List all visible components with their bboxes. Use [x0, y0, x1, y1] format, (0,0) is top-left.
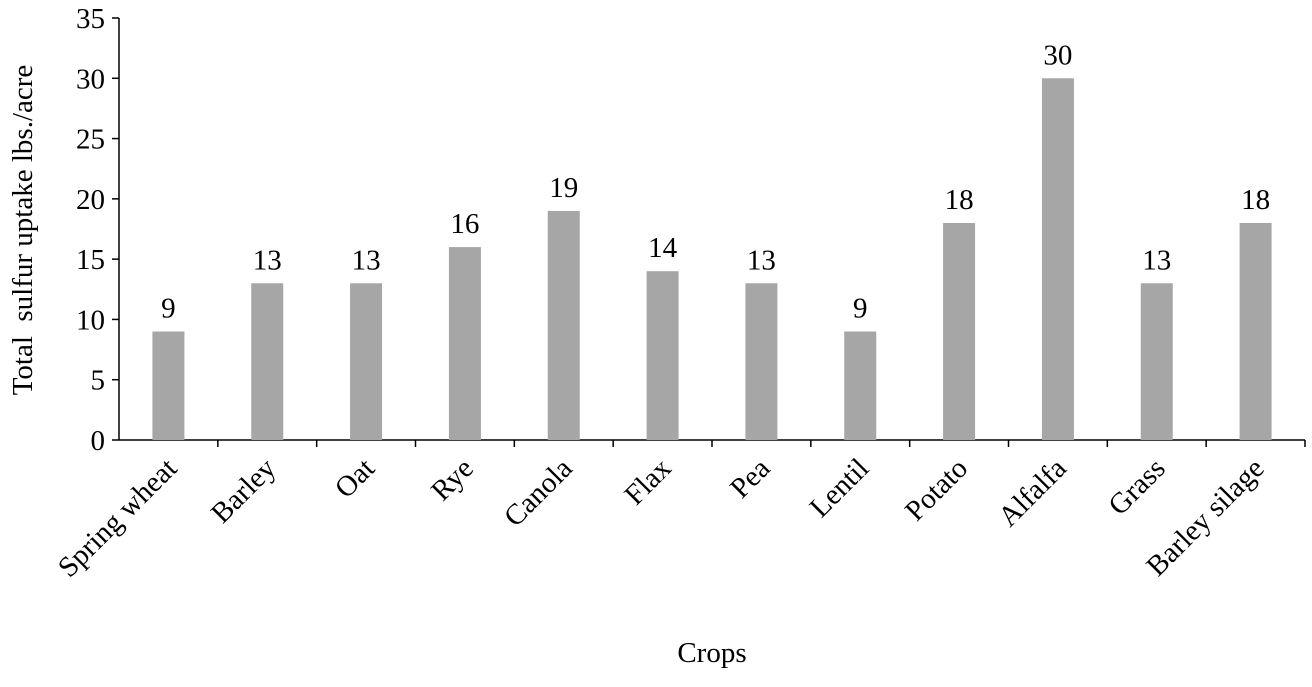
data-label: 13 — [747, 244, 776, 276]
x-tick-label: Barley — [205, 452, 283, 530]
y-tick-label: 35 — [76, 3, 105, 35]
bar — [1239, 222, 1272, 440]
x-tick-label: Alfalfa — [992, 452, 1073, 533]
bar — [1041, 78, 1074, 441]
data-label: 13 — [1142, 244, 1171, 276]
bar — [251, 283, 284, 440]
x-tick-label: Lentil — [804, 452, 876, 524]
x-tick-label: Rye — [425, 452, 480, 507]
data-label: 9 — [853, 292, 868, 324]
x-tick-label: Pea — [724, 452, 776, 504]
bar — [844, 331, 877, 440]
y-tick-label: 0 — [91, 425, 106, 457]
bar — [646, 271, 679, 440]
x-tick-label: Flax — [618, 452, 677, 511]
data-label: 19 — [549, 172, 578, 204]
y-tick-label: 20 — [76, 184, 105, 216]
y-tick-label: 5 — [91, 365, 106, 397]
bar — [943, 222, 976, 440]
data-label: 14 — [648, 232, 678, 264]
bar — [547, 210, 580, 440]
bar — [745, 283, 778, 440]
data-label: 30 — [1043, 39, 1072, 71]
data-label: 13 — [253, 244, 282, 276]
bar — [448, 247, 481, 440]
data-label: 9 — [161, 292, 176, 324]
x-tick-label: Grass — [1102, 452, 1171, 521]
x-tick-label: Oat — [329, 452, 381, 504]
bar — [350, 283, 383, 440]
data-label: 16 — [450, 208, 479, 240]
y-axis-title: Total sulfur uptake lbs./acre — [7, 65, 39, 396]
x-tick-label: Spring wheat — [52, 452, 183, 583]
data-label: 18 — [1241, 184, 1270, 216]
y-tick-label: 30 — [76, 63, 105, 95]
data-label: 13 — [352, 244, 381, 276]
data-label: 18 — [945, 184, 974, 216]
y-tick-label: 15 — [76, 244, 105, 276]
bar — [1140, 283, 1173, 440]
x-tick-label: Canola — [498, 452, 579, 533]
x-axis-title: Crops — [677, 637, 746, 669]
y-tick-label: 25 — [76, 124, 105, 156]
y-tick-label: 10 — [76, 304, 105, 336]
x-tick-label: Potato — [899, 452, 974, 527]
bar — [152, 331, 185, 440]
